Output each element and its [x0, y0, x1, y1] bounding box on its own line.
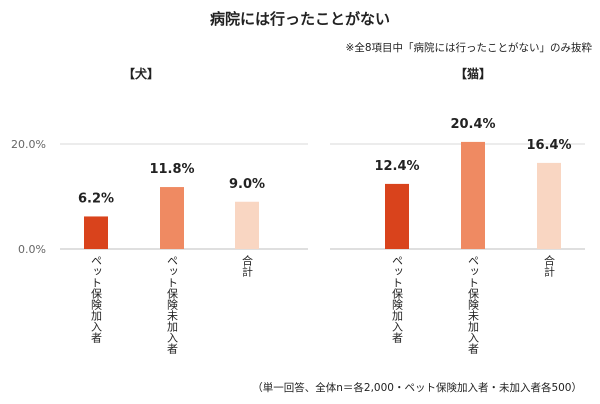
category-label: 合計	[543, 254, 556, 278]
bar-1-2	[537, 162, 561, 249]
chart-footnote: （単一回答、全体n＝各2,000・ペット保険加入者・未加入者各500）	[252, 382, 582, 394]
panel-title-1: 【猫】	[455, 66, 491, 81]
bar-0-2	[235, 201, 259, 249]
bar-0-1	[160, 187, 184, 249]
data-label: 11.8%	[149, 162, 194, 177]
panel-title-0: 【犬】	[123, 66, 159, 81]
y-tick-label: 20.0%	[11, 138, 46, 151]
bar-1-0	[385, 183, 409, 249]
category-label: ペット保険未加入者	[166, 255, 179, 355]
data-label: 9.0%	[229, 177, 265, 192]
category-label: ペット保険加入者	[90, 255, 103, 344]
data-label: 12.4%	[374, 159, 419, 174]
data-label: 6.2%	[78, 191, 114, 206]
chart-title: 病院には行ったことがない	[209, 10, 390, 28]
chart-note: ※全8項目中「病院には行ったことがない」のみ抜粋	[345, 42, 592, 54]
category-label: 合計	[241, 254, 254, 278]
category-label: ペット保険未加入者	[467, 255, 480, 355]
y-tick-label: 0.0%	[18, 243, 46, 256]
category-label: ペット保険加入者	[391, 255, 404, 344]
bar-1-1	[461, 141, 485, 249]
data-label: 20.4%	[450, 117, 495, 132]
bar-0-0	[84, 216, 108, 249]
data-label: 16.4%	[526, 138, 571, 153]
